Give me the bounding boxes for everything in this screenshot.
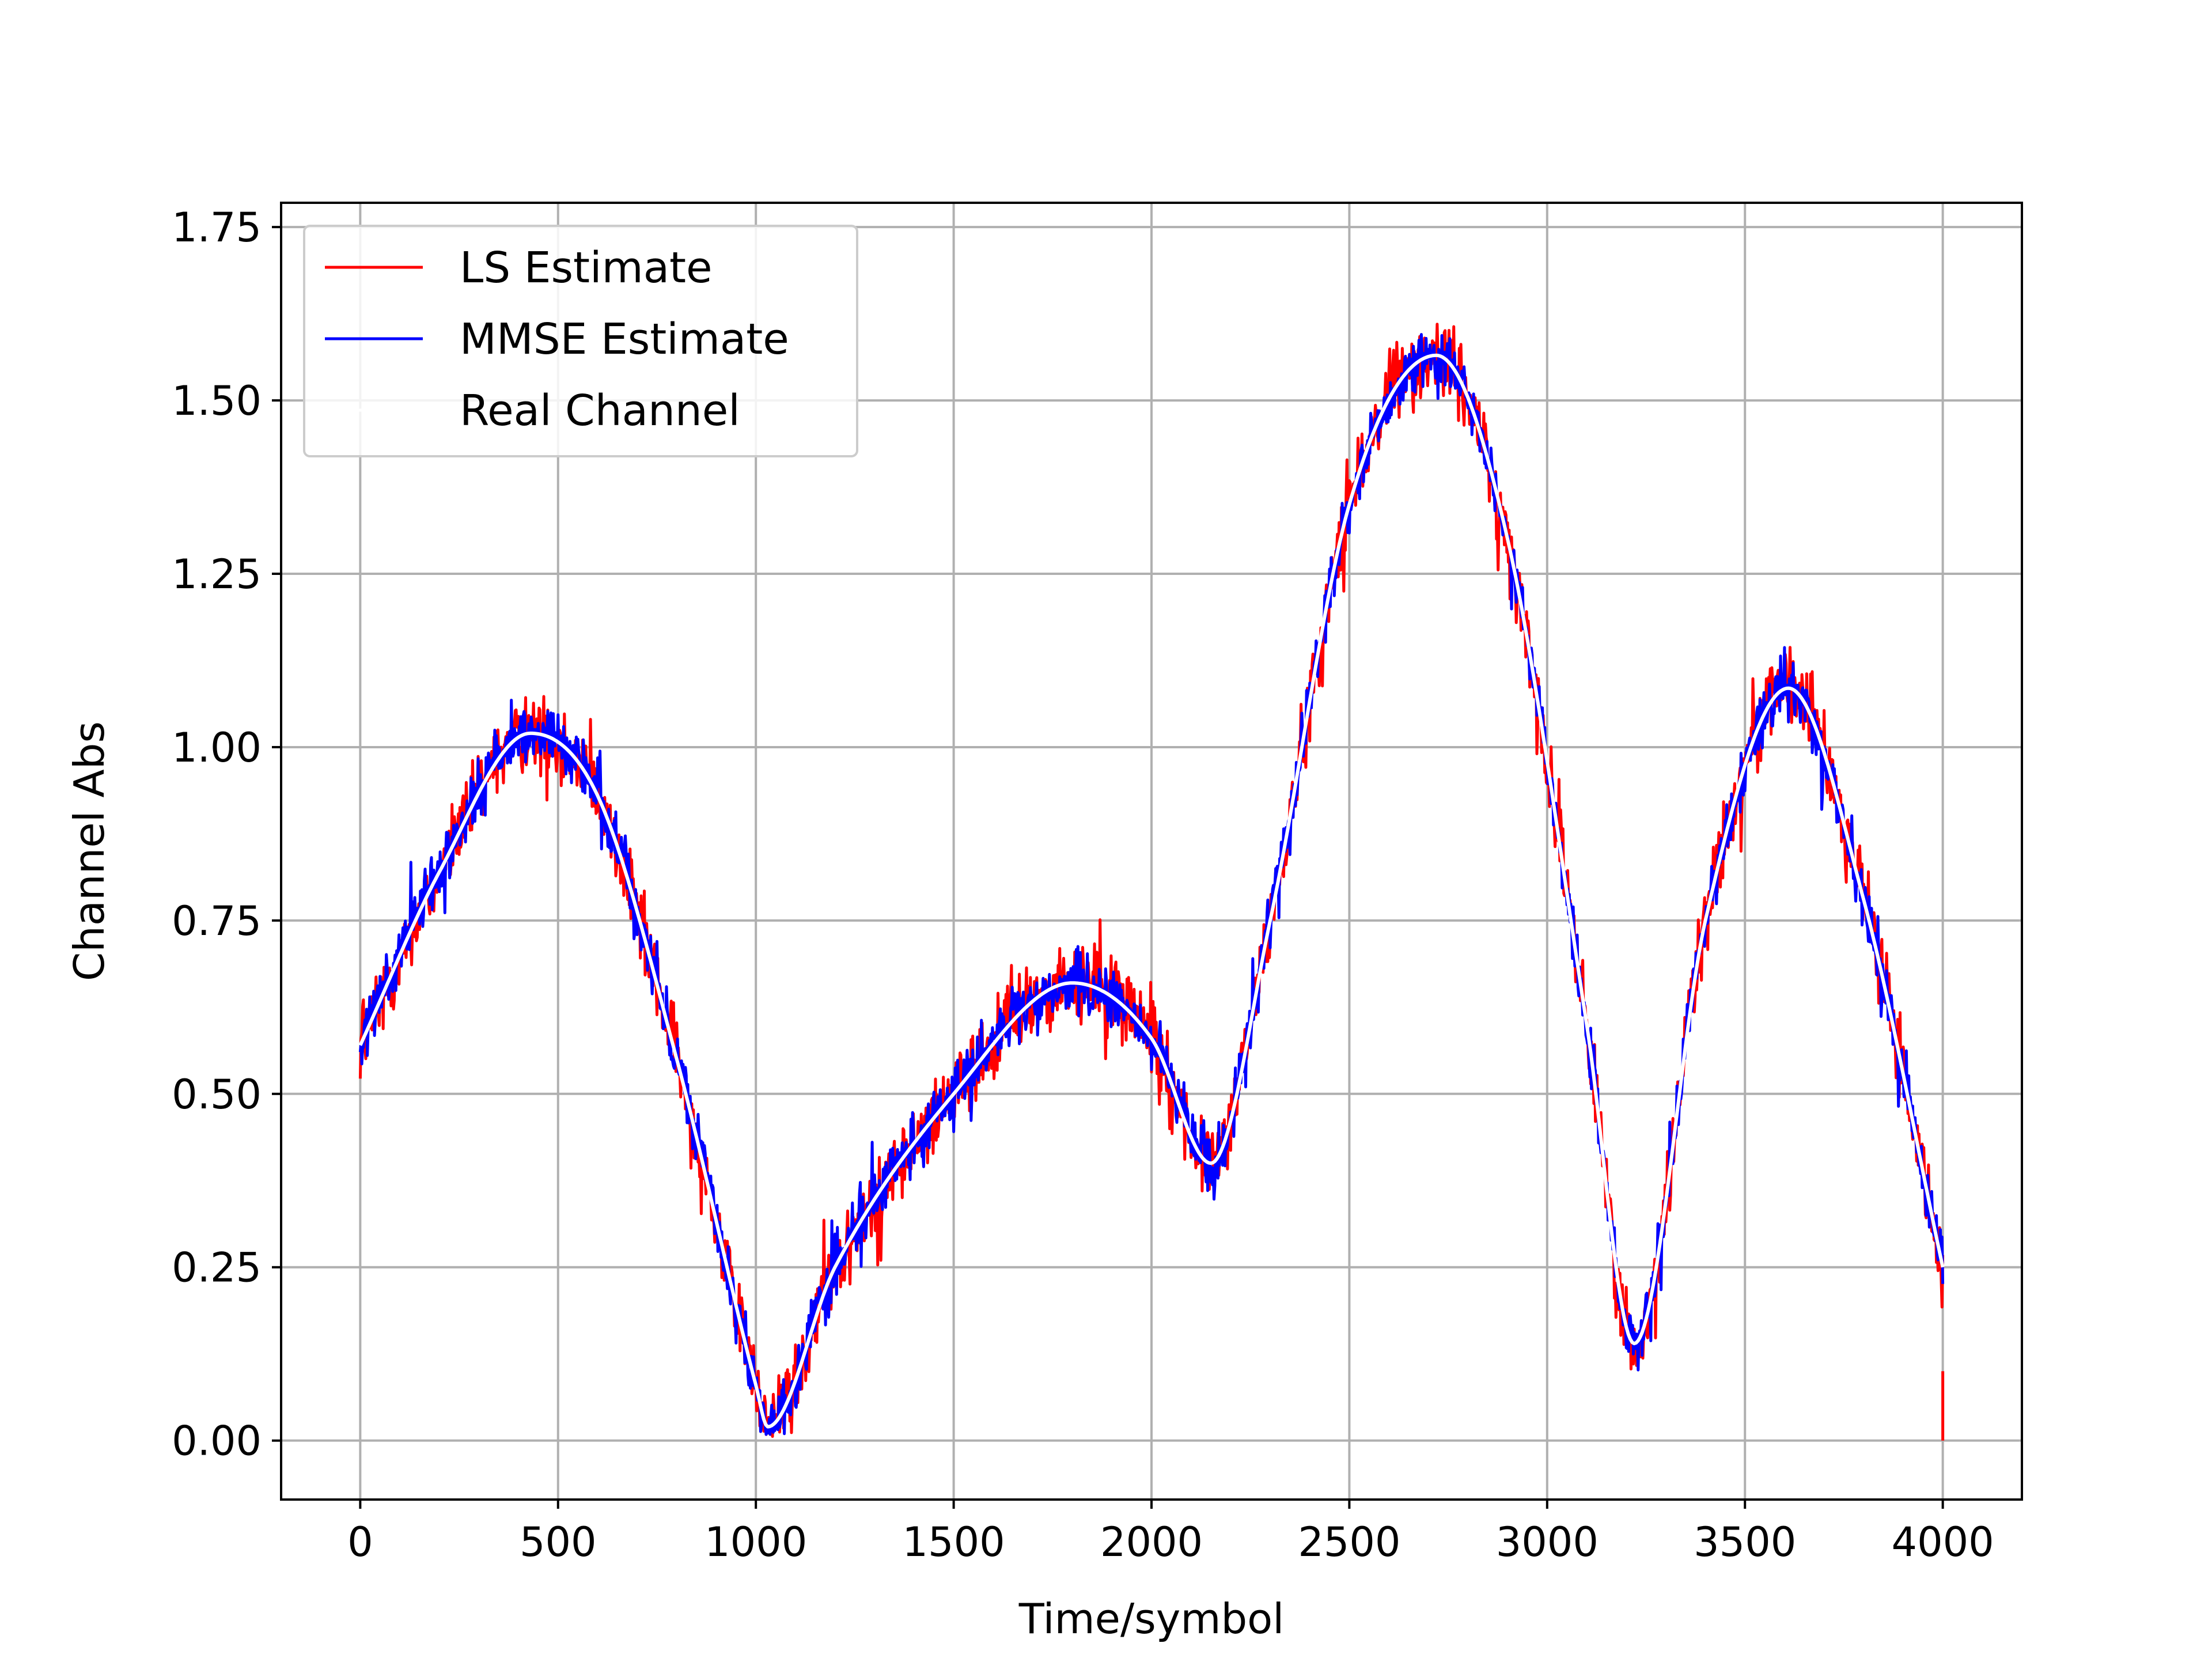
x-tick-label: 1500	[903, 1519, 1005, 1566]
x-axis-label: Time/symbol	[1018, 1595, 1284, 1643]
x-tick-label: 4000	[1892, 1519, 1994, 1566]
series-real-channel	[358, 353, 1945, 1429]
y-tick-label: 1.00	[172, 724, 262, 771]
legend-label-real: Real Channel	[460, 386, 740, 436]
x-tick-label: 0	[347, 1519, 373, 1566]
x-tick-label: 1000	[704, 1519, 807, 1566]
legend-label-ls: LS Estimate	[460, 243, 713, 293]
x-tick-label: 3500	[1694, 1519, 1796, 1566]
ticks: 0 500 1000 1500 2000 2500 3000 3500 4000 0.00 0.25…	[172, 204, 1994, 1566]
x-tick-label: 3000	[1496, 1519, 1599, 1566]
legend-box	[303, 225, 858, 457]
series-layer	[358, 323, 1945, 1441]
legend-label-mmse: MMSE Estimate	[460, 315, 789, 364]
legend: LS Estimate MMSE Estimate Real Channel	[303, 225, 858, 457]
x-tick-label: 2000	[1100, 1519, 1203, 1566]
y-tick-label: 0.00	[172, 1418, 262, 1465]
x-tick-label: 2500	[1298, 1519, 1400, 1566]
y-tick-label: 1.25	[172, 551, 262, 598]
y-tick-label: 0.50	[172, 1071, 262, 1118]
y-tick-label: 1.50	[172, 377, 262, 425]
x-tick-label: 500	[520, 1519, 597, 1566]
y-tick-label: 1.75	[172, 204, 262, 251]
series-mmse-estimate	[358, 333, 1945, 1436]
y-tick-label: 0.75	[172, 898, 262, 945]
y-axis-label: Channel Abs	[65, 721, 113, 981]
y-tick-label: 0.25	[172, 1244, 262, 1292]
